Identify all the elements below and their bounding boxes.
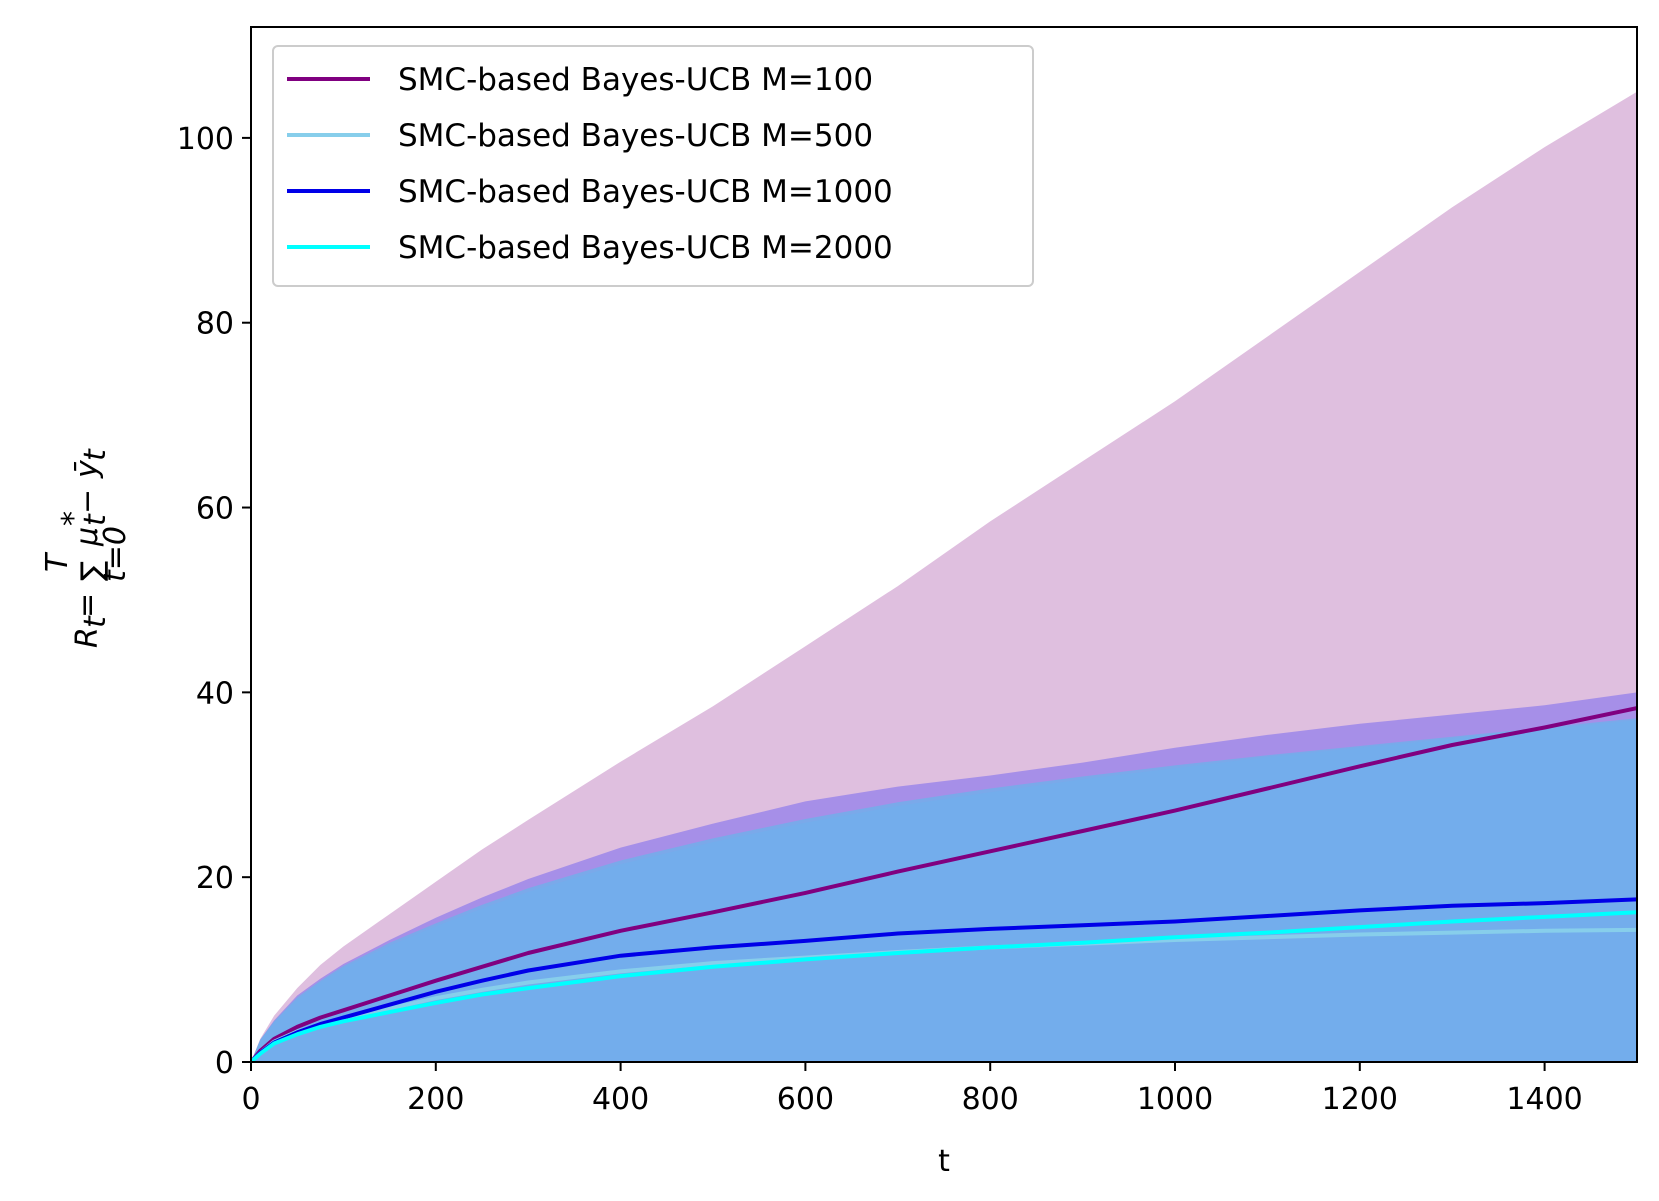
legend-box [272,45,1034,287]
x-tick-label: 1400 [1506,1082,1582,1117]
y-tick-label: 80 [196,307,234,342]
legend: SMC-based Bayes-UCB M=100 SMC-based Bayes… [272,45,1034,287]
y-label-mu: μ [70,527,105,547]
y-axis: 0 20 40 60 80 100 [177,122,251,1081]
x-tick-label: 200 [407,1082,464,1117]
y-label-minus: − [70,489,105,514]
x-tick-label: 1000 [1137,1082,1213,1117]
x-tick-label: 800 [962,1082,1019,1117]
y-tick-label: 60 [196,492,234,527]
x-axis-label: t [938,1144,950,1179]
x-tick-label: 0 [241,1082,260,1117]
confidence-bands [251,91,1637,1062]
x-tick-label: 600 [777,1082,834,1117]
y-tick-label: 40 [196,676,234,711]
line-series-3 [251,897,1637,1062]
plot-frame [250,26,1638,1063]
line-series-1 [251,706,1637,1062]
series-lines [251,706,1637,1062]
y-label-R-sub: t [78,615,113,628]
y-label-y: ȳ [70,459,105,479]
y-tick-label: 100 [177,122,234,157]
y-label-mu-sub: t [78,513,113,526]
y-label-sigma-upper: T [40,551,75,572]
y-label-eq: = [70,593,105,618]
y-label-sigma-lower: t=0 [98,526,133,582]
band-series-4 [251,720,1637,1062]
x-axis: 0 200 400 600 800 1000 1200 1400 [241,1062,1583,1117]
legend-label-series-4: SMC-based Bayes-UCB M=2000 [398,230,893,266]
y-label-R: R [70,627,105,648]
y-label-sigma: ∑ [75,561,110,581]
legend-label-series-2: SMC-based Bayes-UCB M=500 [398,118,873,154]
y-label-mu-sup: * [56,511,91,526]
line-series-4 [251,910,1637,1062]
x-tick-label: 1200 [1322,1082,1398,1117]
legend-label-series-1: SMC-based Bayes-UCB M=100 [398,62,873,98]
y-axis-label: R t = ∑ T t=0 μ t * − ȳ t [40,448,133,648]
y-tick-label: 0 [215,1046,234,1081]
y-label-y-sub: t [78,448,113,461]
x-tick-label: 400 [592,1082,649,1117]
legend-label-series-3: SMC-based Bayes-UCB M=1000 [398,174,893,210]
y-tick-label: 20 [196,861,234,896]
